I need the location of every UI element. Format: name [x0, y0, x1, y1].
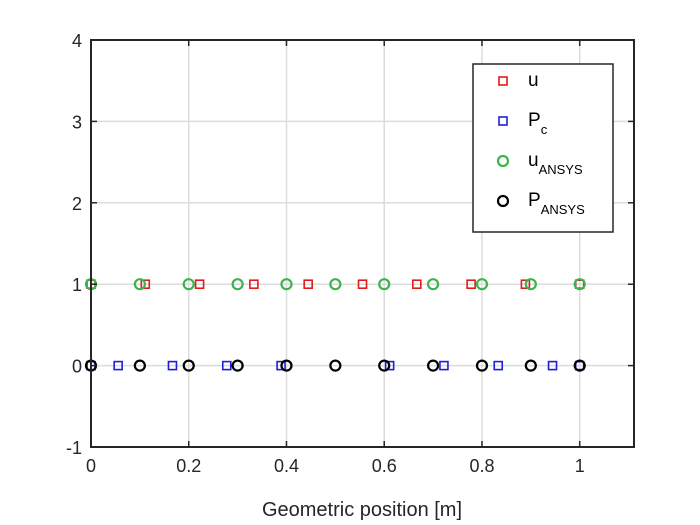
ticks [90, 39, 634, 448]
data-point-uansys [280, 278, 293, 291]
legend-label-u: u [528, 70, 539, 91]
data-point-pc [493, 360, 504, 371]
x-tick-label: 0.6 [372, 456, 397, 476]
data-point-uansys [182, 278, 195, 291]
data-point-pansys [524, 359, 537, 372]
data-point-pansys [475, 359, 489, 372]
data-point-pc [276, 360, 286, 371]
data-point-uansys [133, 278, 146, 291]
x-tick-label: 0.8 [469, 456, 494, 476]
y-tick-label: 2 [72, 194, 82, 214]
legend-box [472, 63, 614, 233]
x-axis-label: Geometric position [m] [262, 499, 462, 521]
x-tick-label: 0.4 [274, 456, 299, 476]
data-point-u [303, 279, 313, 290]
data-point-pc [384, 360, 395, 371]
x-tick-label: 0.2 [176, 456, 201, 476]
plot-frame [90, 39, 635, 448]
data-point-u [140, 279, 151, 290]
legend-label-pc: Pc [528, 110, 548, 137]
x-tick-label: 0 [86, 456, 96, 476]
data-point-u [520, 279, 531, 290]
data-point-pc [113, 360, 123, 371]
data-point-pc [167, 360, 178, 371]
data-point-u [412, 279, 422, 290]
data-point-u [466, 279, 476, 290]
data-point-pansys [426, 359, 440, 372]
data-point-pansys [231, 359, 244, 372]
data-point-uansys [426, 278, 440, 291]
data-point-uansys [524, 278, 537, 291]
legend-marker-uansys [496, 154, 510, 168]
legend-label-pansys: PANSYS [528, 190, 585, 217]
legend-marker-pansys [496, 194, 510, 208]
data-point-uansys [231, 278, 244, 291]
data-point-pansys [329, 359, 342, 372]
y-tick-label: 0 [72, 357, 82, 377]
data-point-pc [439, 360, 449, 371]
data-point-uansys [378, 278, 391, 291]
data-point-pc [221, 360, 232, 371]
y-tick-label: 3 [72, 112, 82, 132]
legend-marker-pc [498, 116, 508, 126]
data-point-uansys [329, 278, 342, 291]
data-point-pansys [182, 359, 195, 372]
data-point-pansys [133, 359, 146, 372]
x-tick-label: 1 [575, 456, 585, 476]
legend-label-uansys: uANSYS [528, 150, 583, 177]
data-point-uansys [573, 278, 586, 291]
legend: u Pc uANSYS PANSYS [472, 63, 614, 233]
data-point-pc [547, 360, 558, 371]
data-point-pansys [573, 359, 586, 372]
data-point-u [357, 279, 368, 290]
data-point-u [194, 279, 205, 290]
legend-marker-u [498, 76, 508, 86]
y-tick-label: 1 [72, 275, 82, 295]
y-tick-label: 4 [72, 31, 82, 51]
y-tick-label: -1 [66, 438, 82, 458]
data-point-pansys [280, 359, 293, 372]
data-point-u [249, 279, 259, 290]
data-point-uansys [475, 278, 489, 291]
data-point-pansys [378, 359, 391, 372]
